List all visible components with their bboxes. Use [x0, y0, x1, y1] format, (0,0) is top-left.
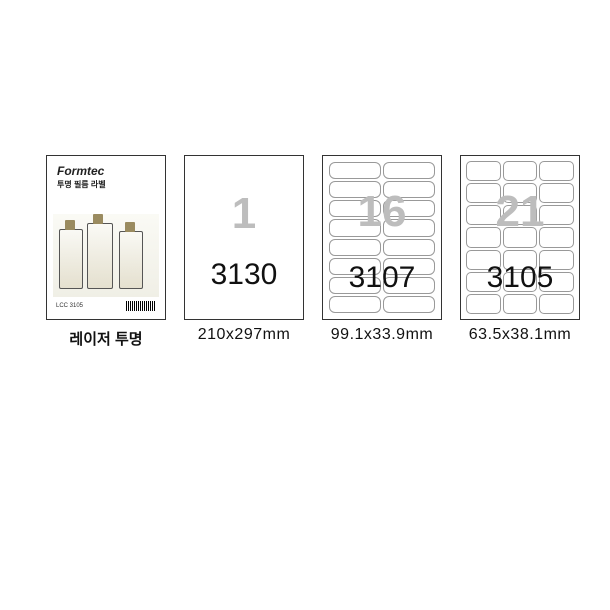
layout-column-21: 21 3105 63.5x38.1mm [460, 155, 580, 344]
package-column: Formtec 투명 필름 라벨 LCC 3105 레이저 투명 [46, 155, 166, 349]
layout-sheet-21: 21 3105 [460, 155, 580, 320]
stage: Formtec 투명 필름 라벨 LCC 3105 레이저 투명 1 [0, 0, 610, 610]
label-cell [329, 162, 381, 179]
size-label: 99.1x33.9mm [331, 326, 433, 344]
label-cell [383, 296, 435, 313]
layout-column-1: 1 3130 210x297mm [184, 155, 304, 344]
package-header: Formtec 투명 필름 라벨 [53, 162, 159, 212]
label-cell [466, 161, 501, 181]
label-count: 1 [232, 192, 256, 236]
product-code: 3107 [323, 263, 441, 293]
size-label: 63.5x38.1mm [469, 326, 571, 344]
bottle-icon [119, 231, 143, 289]
layout-column-16: 16 3107 99.1x33.9mm [322, 155, 442, 344]
size-label: 210x297mm [198, 326, 291, 344]
product-variant-row: Formtec 투명 필름 라벨 LCC 3105 레이저 투명 1 [46, 155, 586, 385]
package-fineprint [57, 192, 58, 198]
label-cell [466, 294, 501, 314]
label-cell [539, 294, 574, 314]
package-subtitle: 투명 필름 라벨 [57, 179, 106, 190]
layout-sheet-1: 1 3130 [184, 155, 304, 320]
label-count: 21 [461, 190, 579, 234]
label-cell [503, 161, 538, 181]
label-cell [329, 239, 381, 256]
label-cell [383, 239, 435, 256]
label-cell [329, 296, 381, 313]
bottle-icon [87, 223, 113, 289]
barcode-icon [126, 301, 156, 311]
package-footer: LCC 3105 [53, 297, 159, 315]
brand-logo: Formtec [57, 164, 104, 178]
bottle-icon [59, 229, 83, 289]
package-photo [53, 214, 159, 297]
label-cell [539, 161, 574, 181]
label-count: 16 [323, 190, 441, 234]
package-caption: 레이저 투명 [69, 328, 142, 349]
package-thumbnail: Formtec 투명 필름 라벨 LCC 3105 [46, 155, 166, 320]
label-cell [383, 162, 435, 179]
package-footer-code: LCC 3105 [56, 303, 83, 309]
label-cell [503, 294, 538, 314]
product-code: 3130 [211, 260, 278, 290]
layout-sheet-16: 16 3107 [322, 155, 442, 320]
product-code: 3105 [461, 263, 579, 293]
